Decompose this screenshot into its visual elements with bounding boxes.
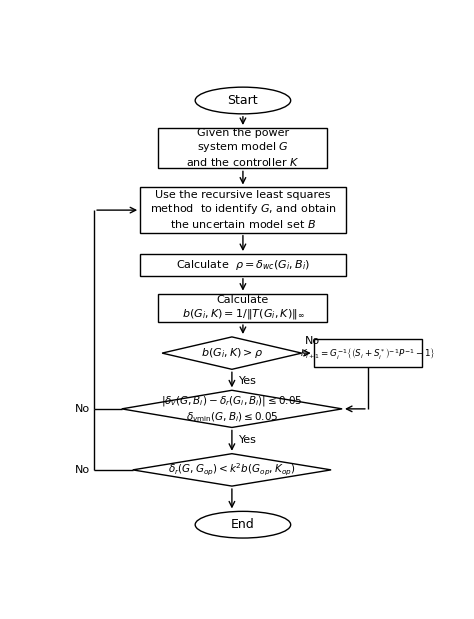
Text: Start: Start <box>228 94 258 107</box>
Text: $b(G_i,K)>\rho$: $b(G_i,K)>\rho$ <box>201 346 263 360</box>
FancyBboxPatch shape <box>140 188 346 233</box>
Text: $|\delta_v(G,B_i)-\delta_r(G_i,B_i)|\leq 0.05$
$\delta_{v\min}(G,B_i)\leq 0.05$: $|\delta_v(G,B_i)-\delta_r(G_i,B_i)|\leq… <box>161 394 302 423</box>
Polygon shape <box>122 391 342 428</box>
Text: End: End <box>231 518 255 531</box>
Text: $\delta_r(G,G_{op})<k^2b(G_{op},K_{op})$: $\delta_r(G,G_{op})<k^2b(G_{op},K_{op})$ <box>168 462 296 478</box>
Text: Yes: Yes <box>239 435 257 444</box>
Text: Calculate  $\rho=\delta_{wc}\left(G_i,B_i\right)$: Calculate $\rho=\delta_{wc}\left(G_i,B_i… <box>176 258 310 272</box>
Text: No: No <box>75 404 91 414</box>
Text: No: No <box>75 465 91 475</box>
Text: Calculate
$b(G_i,K)=1/\|T(G_i,K)\|_\infty$: Calculate $b(G_i,K)=1/\|T(G_i,K)\|_\inft… <box>182 295 304 321</box>
Polygon shape <box>162 337 301 370</box>
FancyBboxPatch shape <box>158 128 328 168</box>
Text: $K_{i+1}=G_i^{-1}\left\{\left(S_i+S_i^*\right)^{-1}P^{-1}-1\right\}$: $K_{i+1}=G_i^{-1}\left\{\left(S_i+S_i^*\… <box>300 345 436 361</box>
FancyBboxPatch shape <box>140 254 346 276</box>
Text: Given the power
system model $G$
and the controller $K$: Given the power system model $G$ and the… <box>186 128 300 168</box>
Ellipse shape <box>195 87 291 114</box>
Ellipse shape <box>195 511 291 538</box>
FancyBboxPatch shape <box>158 293 328 322</box>
Text: Yes: Yes <box>239 376 257 386</box>
Polygon shape <box>133 454 331 486</box>
Text: Use the recursive least squares
method  to identify $G$, and obtain
the uncertai: Use the recursive least squares method t… <box>150 190 336 230</box>
FancyBboxPatch shape <box>314 339 422 367</box>
Text: No: No <box>305 336 320 346</box>
